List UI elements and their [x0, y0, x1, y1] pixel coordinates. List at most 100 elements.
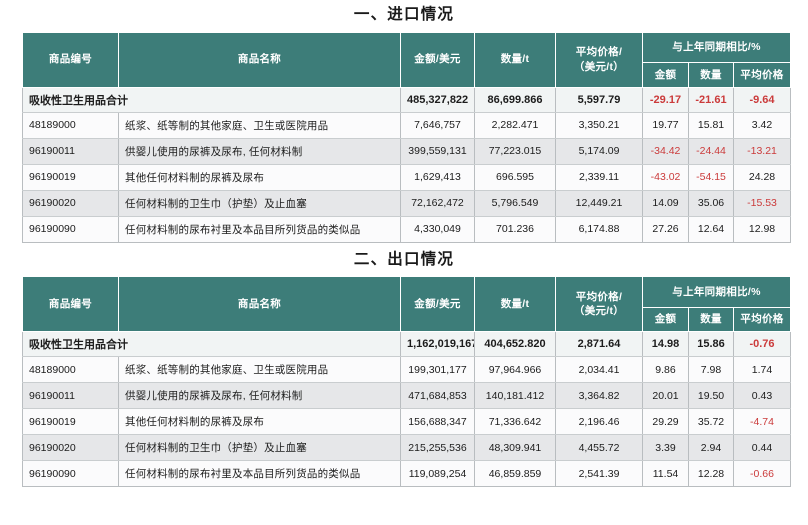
cell-quantity: 2,282.471 — [474, 111, 556, 139]
cell-yoy-quantity: 15.81 — [688, 111, 734, 139]
header-row-secondary: 金额 数量 平均价格 — [23, 306, 792, 333]
table-row: 96190020 任何材料制的卫生巾（护垫）及止血塞 72,162,472 5,… — [22, 189, 792, 217]
cell-quantity: 77,223.015 — [474, 137, 556, 165]
cell-yoy-amount: 19.77 — [642, 111, 689, 139]
cell-avg-price: 12,449.21 — [555, 189, 643, 217]
cell-code: 96190020 — [22, 434, 119, 461]
cell-avg-price: 2,196.46 — [555, 408, 643, 435]
cell-name: 纸浆、纸等制的其他家庭、卫生或医院用品 — [118, 356, 401, 383]
table-row: 96190020 任何材料制的卫生巾（护垫）及止血塞 215,255,536 4… — [22, 434, 792, 461]
cell-name: 任何材料制的尿布衬里及本品目所列货品的类似品 — [118, 215, 401, 243]
cell-yoy-amount: 3.39 — [642, 434, 689, 461]
cell-code: 96190020 — [22, 189, 119, 217]
cell-avg-price: 5,174.09 — [555, 137, 643, 165]
cell-avg-price: 3,350.21 — [555, 111, 643, 139]
cell-yoy-avg-price: 0.43 — [732, 382, 792, 409]
section-title-import: 一、进口情况 — [353, 6, 455, 23]
cell-quantity: 97,964.966 — [474, 356, 556, 383]
cell-avg-price: 2,541.39 — [555, 460, 643, 487]
col-header-avg-price: 平均价格/ （美元/t） — [555, 31, 643, 88]
cell-yoy-quantity: 7.98 — [688, 356, 734, 383]
cell-yoy-avg-price: -15.53 — [732, 189, 792, 217]
col-header-avg-price: 平均价格/ （美元/t） — [555, 276, 643, 332]
col-header-amount: 金额/美元 — [400, 31, 475, 88]
col-header-yoy-group: 与上年同期相比/% — [641, 31, 792, 64]
cell-quantity: 48,309.941 — [474, 434, 556, 461]
cell-name: 其他任何材料制的尿裤及尿布 — [118, 163, 401, 191]
table-row: 96190019 其他任何材料制的尿裤及尿布 1,629,413 696.595… — [22, 163, 792, 191]
table-wrap-export: 商品编号 商品名称 金额/美元 数量/t 平均价格/ （美元/t） 与上年同期相… — [0, 276, 808, 487]
cell-yoy-avg-price: 0.44 — [732, 434, 792, 461]
avg-price-line-1: 平均价格/ — [575, 290, 623, 303]
cell-name: 纸浆、纸等制的其他家庭、卫生或医院用品 — [118, 111, 401, 139]
total-row: 吸收性卫生用品合计 1,162,019,167 404,652.820 2,87… — [22, 331, 792, 357]
cell-yoy-quantity: -54.15 — [688, 163, 734, 191]
total-yoy-amount: -29.17 — [642, 86, 689, 113]
cell-yoy-quantity: 12.28 — [688, 460, 734, 487]
cell-yoy-quantity: -24.44 — [688, 137, 734, 165]
table-row: 96190011 供婴儿使用的尿裤及尿布, 任何材料制 399,559,131 … — [22, 137, 792, 165]
import-table-body: 吸收性卫生用品合计 485,327,822 86,699.866 5,597.7… — [22, 86, 792, 243]
cell-yoy-quantity: 2.94 — [688, 434, 734, 461]
cell-amount: 1,629,413 — [400, 163, 475, 191]
avg-price-line-2: （美元/t） — [573, 305, 625, 317]
cell-amount: 7,646,757 — [400, 111, 475, 139]
header-row-primary: 商品编号 商品名称 金额/美元 数量/t 平均价格/ （美元/t） 与上年同期相… — [22, 31, 792, 88]
cell-name: 任何材料制的尿布衬里及本品目所列货品的类似品 — [118, 460, 401, 487]
cell-quantity: 140,181.412 — [474, 382, 556, 409]
cell-code: 96190011 — [22, 382, 119, 409]
cell-avg-price: 6,174.88 — [555, 215, 643, 243]
cell-quantity: 696.595 — [474, 163, 556, 191]
cell-code: 48189000 — [22, 356, 119, 383]
col-header-amount: 金额/美元 — [400, 276, 475, 332]
cell-quantity: 5,796.549 — [474, 189, 556, 217]
total-row: 吸收性卫生用品合计 485,327,822 86,699.866 5,597.7… — [22, 86, 792, 113]
header-row-primary: 商品编号 商品名称 金额/美元 数量/t 平均价格/ （美元/t） 与上年同期相… — [22, 276, 792, 332]
cell-yoy-amount: 27.26 — [642, 215, 689, 243]
cell-amount: 4,330,049 — [400, 215, 475, 243]
total-avg-price: 5,597.79 — [555, 86, 643, 113]
section-import: 一、进口情况 商品编号 商品名称 金额/美元 数量/t 平均价格/ （美元/t — [0, 0, 808, 243]
cell-name: 任何材料制的卫生巾（护垫）及止血塞 — [118, 434, 401, 461]
col-header-quantity: 数量/t — [474, 276, 556, 332]
cell-code: 96190090 — [22, 460, 119, 487]
col-header-yoy-quantity: 数量 — [688, 62, 734, 88]
cell-amount: 119,089,254 — [400, 460, 475, 487]
import-data-table: 商品编号 商品名称 金额/美元 数量/t 平均价格/ （美元/t） 与上年同期相… — [22, 31, 792, 243]
cell-avg-price: 3,364.82 — [555, 382, 643, 409]
cell-yoy-amount: 29.29 — [642, 408, 689, 435]
cell-yoy-amount: 11.54 — [642, 460, 689, 487]
total-quantity: 404,652.820 — [474, 331, 556, 357]
cell-yoy-amount: 9.86 — [642, 356, 689, 383]
cell-yoy-avg-price: 24.28 — [732, 163, 792, 191]
col-header-code: 商品编号 — [22, 31, 119, 88]
cell-quantity: 46,859.859 — [474, 460, 556, 487]
cell-amount: 215,255,536 — [400, 434, 475, 461]
export-data-table: 商品编号 商品名称 金额/美元 数量/t 平均价格/ （美元/t） 与上年同期相… — [22, 276, 792, 487]
section-export: 二、出口情况 商品编号 商品名称 金额/美元 数量/t 平均价格/ （美元/t — [0, 243, 808, 487]
cell-yoy-avg-price: 12.98 — [732, 215, 792, 243]
col-header-yoy-quantity: 数量 — [688, 306, 734, 333]
cell-code: 96190011 — [22, 137, 119, 165]
col-header-yoy-avg-price: 平均价格 — [732, 62, 792, 88]
cell-yoy-avg-price: 1.74 — [732, 356, 792, 383]
col-header-yoy-avg-price: 平均价格 — [732, 306, 792, 333]
cell-code: 96190090 — [22, 215, 119, 243]
cell-amount: 399,559,131 — [400, 137, 475, 165]
cell-amount: 156,688,347 — [400, 408, 475, 435]
col-header-yoy-amount: 金额 — [642, 62, 689, 88]
cell-yoy-amount: -43.02 — [642, 163, 689, 191]
col-header-name: 商品名称 — [118, 31, 401, 88]
total-yoy-avg-price: -0.76 — [732, 331, 792, 357]
cell-amount: 72,162,472 — [400, 189, 475, 217]
cell-name: 其他任何材料制的尿裤及尿布 — [118, 408, 401, 435]
cell-yoy-avg-price: -4.74 — [732, 408, 792, 435]
cell-code: 48189000 — [22, 111, 119, 139]
total-amount: 1,162,019,167 — [400, 331, 475, 357]
col-header-yoy-group: 与上年同期相比/% — [641, 276, 792, 308]
cell-code: 96190019 — [22, 163, 119, 191]
avg-price-line-2: （美元/t） — [573, 60, 625, 73]
col-header-code: 商品编号 — [22, 276, 119, 332]
cell-quantity: 71,336.642 — [474, 408, 556, 435]
table-row: 96190019 其他任何材料制的尿裤及尿布 156,688,347 71,33… — [22, 408, 792, 435]
